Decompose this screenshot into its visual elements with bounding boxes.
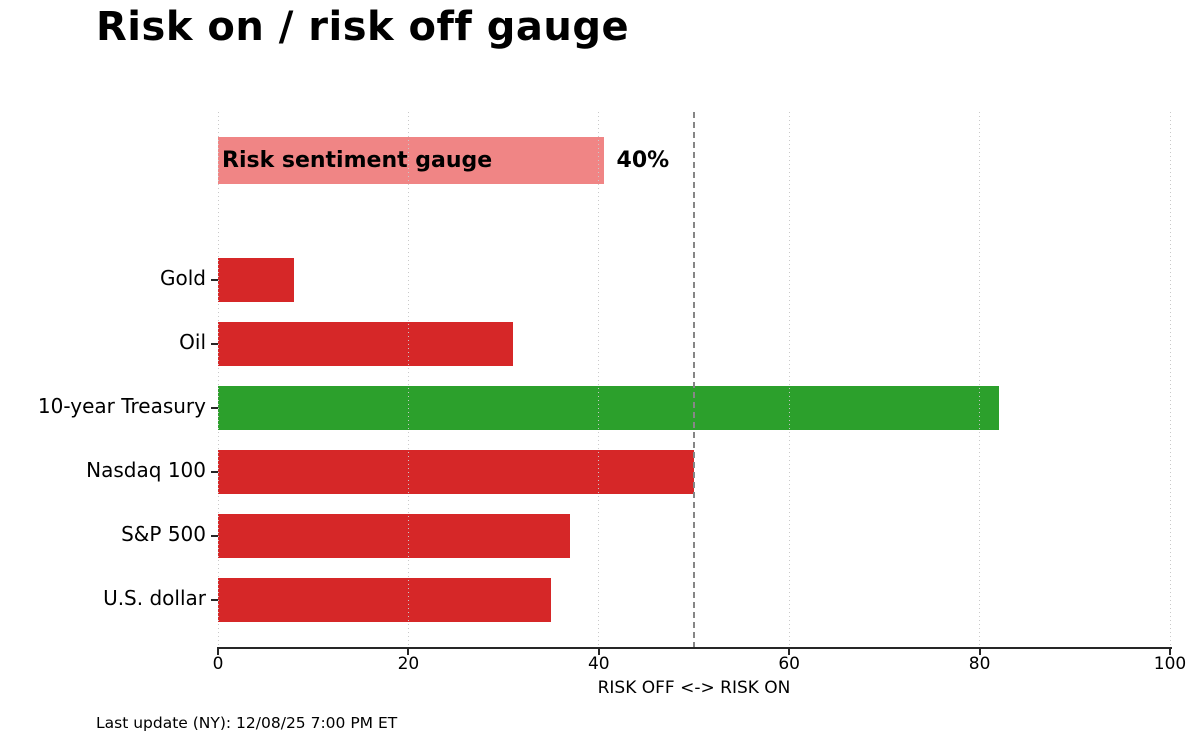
- chart-title: Risk on / risk off gauge: [96, 4, 630, 50]
- x-tick-label-0: 0: [212, 654, 224, 674]
- bar-nasdaq-100: [218, 450, 694, 494]
- y-label-u-s-dollar: U.S. dollar: [103, 586, 206, 610]
- y-label-oil: Oil: [179, 330, 206, 354]
- x-tick-label-60: 60: [778, 654, 800, 674]
- x-tick-60: [788, 649, 791, 655]
- x-axis-line: [217, 647, 1172, 649]
- reference-line-50: [693, 112, 695, 648]
- x-tick-20: [407, 649, 410, 655]
- bar-gold: [218, 258, 295, 302]
- y-tick-10-year-treasury: [211, 407, 218, 409]
- gridline-40: [598, 112, 600, 648]
- bar-oil: [218, 322, 514, 366]
- y-label-s-p-500: S&P 500: [121, 522, 206, 546]
- gridline-60: [788, 112, 790, 648]
- gridline-100: [1169, 112, 1171, 648]
- bar-u-s-dollar: [218, 578, 552, 622]
- x-tick-40: [597, 649, 600, 655]
- x-tick-label-80: 80: [968, 654, 991, 674]
- gauge-bar: [218, 137, 604, 184]
- x-tick-100: [1169, 649, 1171, 655]
- footnote: Last update (NY): 12/08/25 7:00 PM ET: [96, 714, 398, 732]
- y-label-gold: Gold: [160, 266, 206, 290]
- y-tick-nasdaq-100: [211, 471, 218, 473]
- gauge-label: Risk sentiment gauge: [222, 148, 493, 173]
- gridline-20: [407, 112, 409, 648]
- x-tick-label-20: 20: [397, 654, 420, 674]
- y-tick-gold: [211, 279, 218, 281]
- y-tick-oil: [211, 343, 218, 345]
- gauge-value-label: 40%: [616, 148, 670, 173]
- x-tick-80: [978, 649, 981, 655]
- gridline-0: [217, 112, 219, 648]
- y-tick-u-s-dollar: [211, 599, 218, 601]
- bar-10-year-treasury: [218, 386, 999, 430]
- x-tick-label-100: 100: [1153, 654, 1187, 674]
- y-label-nasdaq-100: Nasdaq 100: [86, 458, 206, 482]
- x-axis-label: RISK OFF <-> RISK ON: [597, 678, 791, 698]
- gridline-80: [979, 112, 981, 648]
- x-tick-0: [217, 649, 219, 655]
- bar-s-p-500: [218, 514, 571, 558]
- y-label-10-year-treasury: 10-year Treasury: [37, 394, 206, 418]
- y-tick-s-p-500: [211, 535, 218, 537]
- x-tick-label-40: 40: [587, 654, 610, 674]
